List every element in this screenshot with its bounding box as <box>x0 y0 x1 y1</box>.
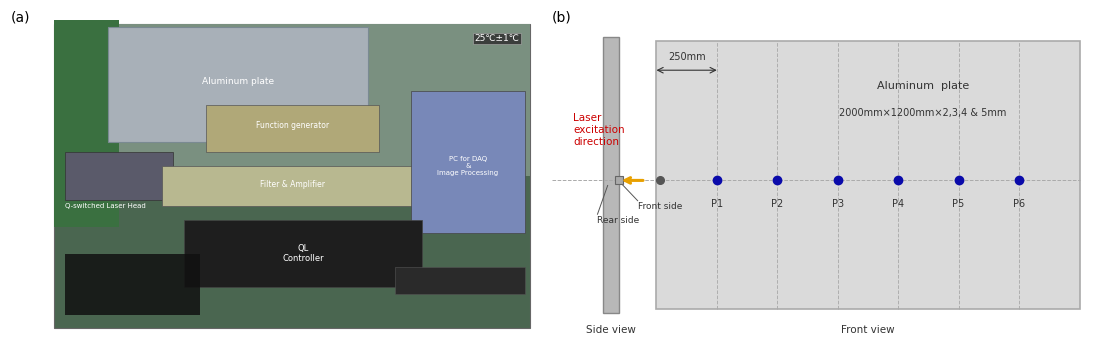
Bar <box>603 37 619 313</box>
Bar <box>205 105 379 152</box>
Text: 2000mm×1200mm×2,3,4 & 5mm: 2000mm×1200mm×2,3,4 & 5mm <box>839 108 1007 118</box>
Text: Rear side: Rear side <box>598 216 639 225</box>
Bar <box>64 152 173 199</box>
Bar <box>411 91 525 233</box>
Text: Q-switched Laser Head: Q-switched Laser Head <box>64 203 145 209</box>
Text: 250mm: 250mm <box>668 52 705 62</box>
Bar <box>184 220 422 287</box>
Bar <box>163 166 422 206</box>
Bar <box>657 41 1080 309</box>
Text: P3: P3 <box>832 199 844 209</box>
Text: Filter & Amplifier: Filter & Amplifier <box>260 180 325 189</box>
Text: Front view: Front view <box>842 325 895 335</box>
Text: Front side: Front side <box>637 203 682 211</box>
Text: P5: P5 <box>952 199 965 209</box>
Bar <box>108 27 368 142</box>
Bar <box>64 254 200 315</box>
Bar <box>395 267 525 294</box>
Text: Laser
excitation
direction: Laser excitation direction <box>574 114 625 147</box>
Text: P1: P1 <box>710 199 722 209</box>
Text: (a): (a) <box>11 10 31 24</box>
Text: P2: P2 <box>772 199 784 209</box>
Text: (b): (b) <box>552 10 572 24</box>
Text: Function generator: Function generator <box>256 121 329 130</box>
Text: Aluminum  plate: Aluminum plate <box>877 81 969 91</box>
Text: P4: P4 <box>892 199 904 209</box>
Text: 25℃±1℃: 25℃±1℃ <box>474 34 519 43</box>
Text: Aluminum plate: Aluminum plate <box>202 77 274 86</box>
Text: PC for DAQ
&
Image Processing: PC for DAQ & Image Processing <box>437 156 498 176</box>
Bar <box>55 20 119 227</box>
Bar <box>55 24 530 176</box>
Text: QL
Controller: QL Controller <box>282 244 324 263</box>
Bar <box>55 24 530 328</box>
Text: Side view: Side view <box>586 325 636 335</box>
Text: P6: P6 <box>1013 199 1025 209</box>
